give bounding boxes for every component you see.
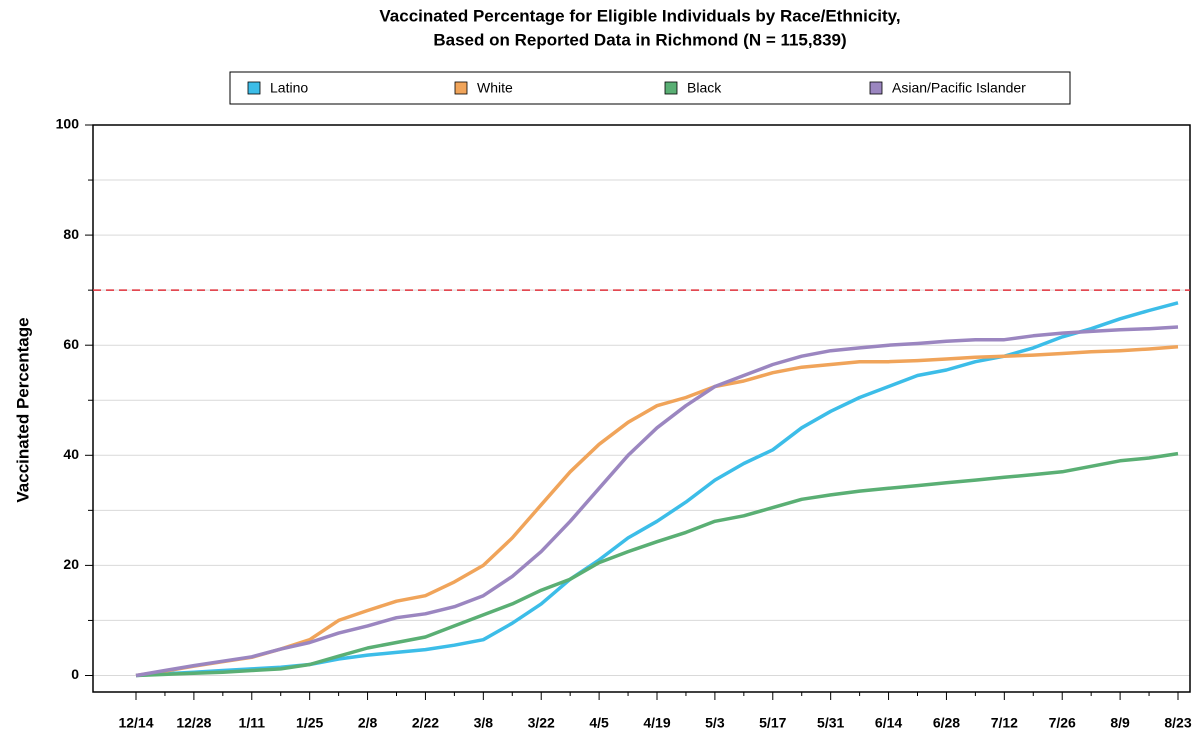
x-tick-label: 7/12 (991, 715, 1018, 731)
y-axis-label: Vaccinated Percentage (13, 317, 32, 502)
legend-label: Black (687, 80, 722, 96)
legend-swatch (247, 81, 261, 95)
legend-swatch (869, 81, 883, 95)
y-tick-label: 60 (63, 336, 79, 352)
y-tick-label: 100 (56, 116, 80, 132)
plot-frame (92, 124, 1191, 693)
x-tick-label: 8/9 (1110, 715, 1130, 731)
y-tick-label: 40 (63, 446, 79, 462)
x-tick-label: 1/25 (296, 715, 323, 731)
series-line (135, 451, 1179, 678)
series-line (135, 345, 1179, 678)
x-tick-label: 6/28 (933, 715, 960, 731)
legend-swatch (454, 81, 468, 95)
x-tick-label: 7/26 (1049, 715, 1076, 731)
series-line (135, 301, 1179, 678)
x-tick-label: 1/11 (239, 715, 266, 731)
x-tick-label: 12/28 (176, 715, 211, 731)
x-tick-label: 5/3 (705, 715, 725, 731)
x-tick-label: 6/14 (875, 715, 902, 731)
legend-label: Asian/Pacific Islander (892, 80, 1026, 96)
x-tick-label: 4/5 (589, 715, 609, 731)
x-tick-label: 8/23 (1164, 715, 1191, 731)
series-line (135, 325, 1179, 678)
x-tick-label: 2/8 (358, 715, 378, 731)
legend-label: Latino (270, 80, 308, 96)
x-tick-label: 4/19 (643, 715, 670, 731)
y-tick-label: 20 (63, 556, 79, 572)
legend-box (229, 71, 1071, 105)
x-tick-label: 5/17 (759, 715, 786, 731)
x-tick-label: 3/8 (474, 715, 494, 731)
y-tick-label: 80 (63, 226, 79, 242)
x-tick-label: 5/31 (817, 715, 844, 731)
y-tick-label: 0 (71, 666, 79, 682)
x-tick-label: 2/22 (412, 715, 439, 731)
legend-swatch (664, 81, 678, 95)
x-tick-label: 3/22 (528, 715, 555, 731)
chart-subtitle: Based on Reported Data in Richmond (N = … (433, 30, 846, 49)
x-tick-label: 12/14 (118, 715, 153, 731)
legend-label: White (477, 80, 513, 96)
chart-title: Vaccinated Percentage for Eligible Indiv… (379, 6, 900, 25)
